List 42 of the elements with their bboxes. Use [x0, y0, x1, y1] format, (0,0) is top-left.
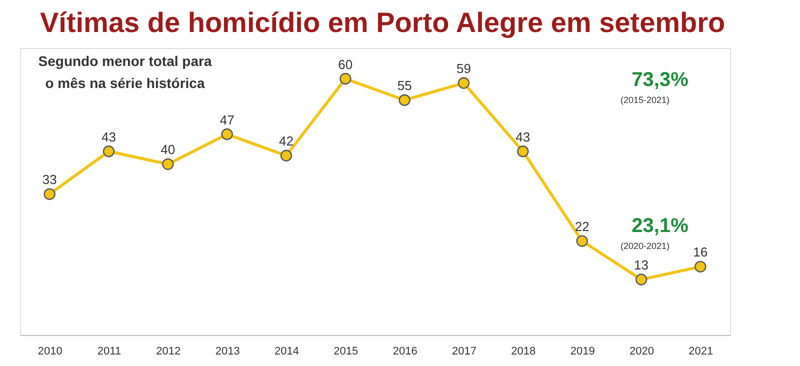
data-label: 42 [279, 134, 294, 149]
x-tick-label: 2012 [156, 346, 181, 358]
x-tick-label: 2017 [452, 346, 476, 358]
chart-title: Vítimas de homicídio em Porto Alegre em setembro [40, 7, 726, 38]
point [44, 188, 56, 200]
point [694, 260, 706, 272]
data-label: 16 [693, 244, 708, 260]
point [517, 146, 529, 158]
data-label: 22 [574, 219, 590, 234]
data-label: 40 [160, 142, 176, 158]
data-label: 33 [42, 172, 57, 188]
x-tick-label: 2013 [215, 346, 240, 358]
point [280, 150, 292, 162]
x-tick-label: 2015 [334, 346, 358, 358]
point [576, 235, 588, 247]
x-tick-label: 2014 [274, 346, 299, 358]
point [340, 72, 352, 85]
point [458, 77, 470, 89]
annotation: 73,3% [632, 69, 689, 91]
x-tick-label: 2021 [688, 346, 714, 358]
point [221, 128, 233, 140]
data-label: 55 [397, 78, 412, 94]
data-label: 43 [516, 129, 530, 144]
x-tick-label: 2018 [511, 346, 536, 358]
x-tick-label: 2020 [630, 346, 654, 358]
point [102, 146, 115, 158]
annotation: Segundo menor total para o mês na série histórica [38, 53, 212, 91]
data-label: 47 [220, 112, 234, 128]
annotation: (2020-2021) [620, 241, 670, 251]
point [635, 274, 648, 286]
data-label: 60 [338, 56, 353, 72]
point [162, 158, 174, 170]
annotation: 23,1% [632, 215, 689, 237]
point [398, 94, 410, 106]
data-label: 43 [102, 129, 116, 144]
x-tick-label: 2010 [38, 346, 62, 358]
x-tick-label: 2016 [392, 346, 418, 358]
data-label: 59 [456, 61, 471, 76]
data-label: 13 [634, 257, 648, 272]
x-tick-label: 2019 [570, 346, 595, 358]
x-tick-label: 2011 [97, 346, 122, 358]
annotation: (2015-2021) [620, 95, 670, 105]
